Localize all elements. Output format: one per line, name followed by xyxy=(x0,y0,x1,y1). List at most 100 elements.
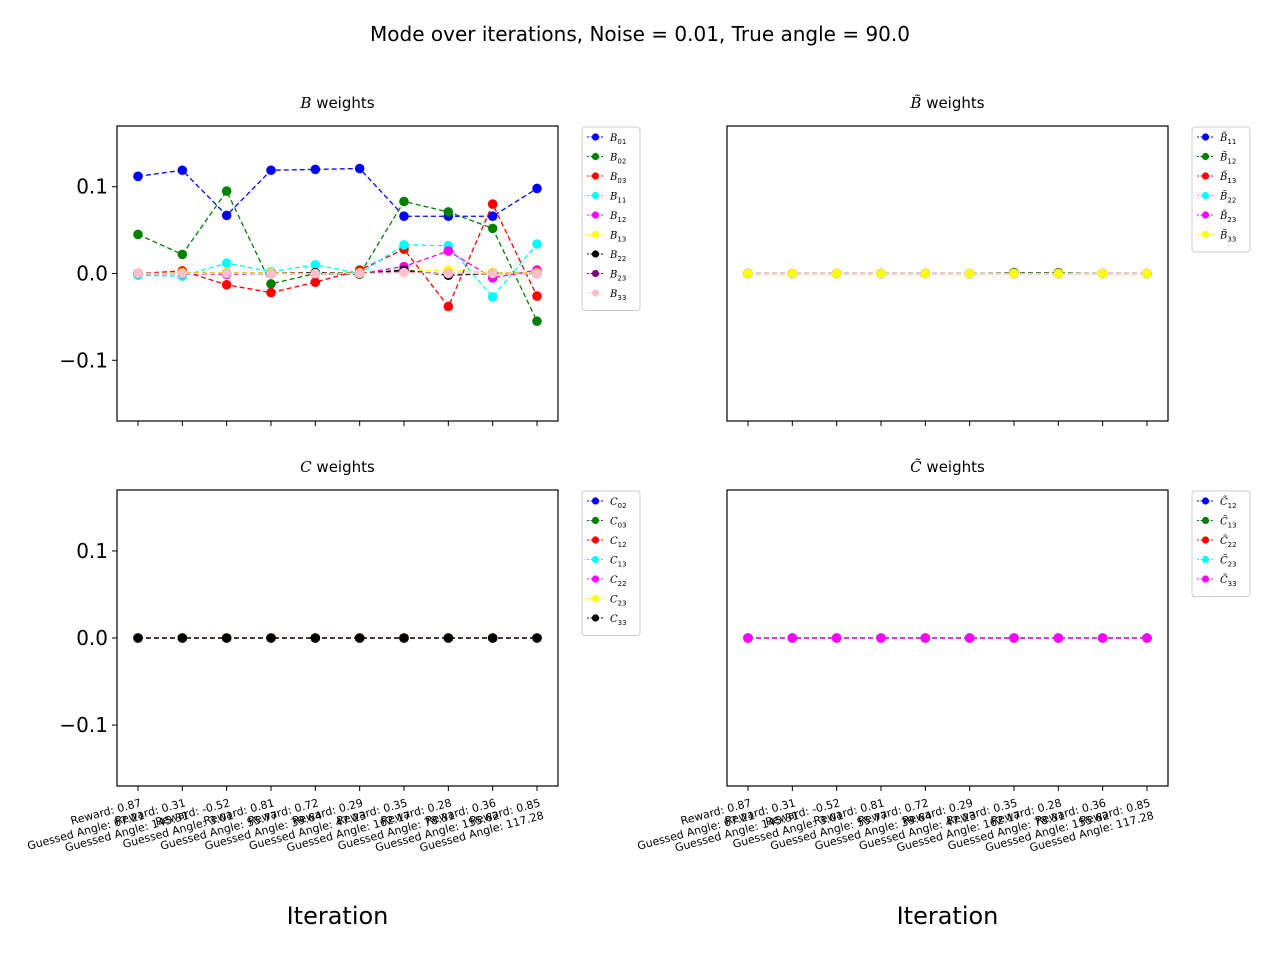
legend-entry: C33 xyxy=(610,614,627,627)
data-point xyxy=(1097,633,1108,643)
data-point xyxy=(831,268,842,279)
data-point xyxy=(487,199,498,209)
data-point xyxy=(266,268,276,279)
subplot-title: B̃ weights xyxy=(909,94,984,112)
data-point xyxy=(221,186,232,196)
data-point xyxy=(1053,633,1064,643)
data-point xyxy=(532,316,542,327)
legend-marker xyxy=(591,497,600,505)
subplot-title: C̃ weights xyxy=(910,458,985,476)
legend-marker xyxy=(1201,575,1210,583)
data-point xyxy=(133,229,143,240)
data-point xyxy=(876,633,886,643)
series-33 xyxy=(133,267,542,279)
legend-marker xyxy=(591,211,600,219)
data-point xyxy=(399,196,409,207)
legend-entry: B12 xyxy=(609,211,626,224)
legend-entry: C02 xyxy=(610,497,627,510)
series-33 xyxy=(133,633,542,643)
data-point xyxy=(443,246,454,256)
data-point xyxy=(177,268,188,279)
subplot-0: B weights −0.1 0.0 0.1 B01 B02 B03 B11 B12 B13 B22… xyxy=(59,94,641,426)
legend-entry: B̃11 xyxy=(1219,132,1236,146)
data-point xyxy=(1053,268,1064,279)
data-point xyxy=(487,223,498,234)
legend-entry: B̃33 xyxy=(1219,230,1236,244)
legend-marker xyxy=(591,516,600,525)
legend-entry: C̃13 xyxy=(1220,516,1237,530)
legend-entry: C22 xyxy=(610,575,627,588)
y-tick-label: 0.1 xyxy=(76,539,108,563)
data-point xyxy=(133,633,143,643)
series-line xyxy=(137,167,538,217)
legend-marker xyxy=(591,152,600,161)
subplots: B weights −0.1 0.0 0.1 B01 B02 B03 B11 B12 B13 B22… xyxy=(26,94,1251,930)
legend-entry: C13 xyxy=(610,556,627,569)
data-point xyxy=(310,268,321,279)
legend-marker xyxy=(591,250,600,258)
legend-entry: B23 xyxy=(609,270,626,283)
series-line xyxy=(137,202,538,308)
legend-entry: B̃23 xyxy=(1219,210,1236,224)
legend: B01 B02 B03 B11 B12 B13 B22 B23 B33 xyxy=(581,126,641,311)
legend-entry: B̃13 xyxy=(1219,171,1236,185)
y-tick-label: 0.0 xyxy=(76,626,108,650)
y-tick-label: 0.1 xyxy=(76,175,108,199)
data-point xyxy=(920,268,931,279)
legend-entry: B̃22 xyxy=(1219,191,1236,205)
legend: B̃11 B̃12 B̃13 B̃22 B̃23 B̃33 xyxy=(1191,126,1251,253)
legend-marker xyxy=(1201,230,1210,239)
data-point xyxy=(743,268,753,279)
data-point xyxy=(920,633,931,643)
legend-marker xyxy=(591,614,600,622)
axes-frame xyxy=(726,125,1169,422)
legend-marker xyxy=(1201,536,1210,544)
legend-marker xyxy=(591,289,600,297)
legend-entry: C12 xyxy=(610,536,627,549)
data-point xyxy=(532,239,542,249)
legend-marker xyxy=(591,230,600,239)
data-point xyxy=(964,268,975,279)
data-point xyxy=(532,291,542,301)
data-point xyxy=(266,633,276,643)
subplot-1: B̃ weights B̃11 B̃12 B̃13 B̃22 B̃23 B̃33 xyxy=(726,94,1251,426)
data-point xyxy=(399,267,409,278)
data-point xyxy=(354,268,365,279)
legend-marker xyxy=(1201,133,1210,141)
data-point xyxy=(133,268,143,279)
legend: C̃12 C̃13 C̃22 C̃23 C̃33 xyxy=(1191,490,1251,597)
data-point xyxy=(354,163,365,174)
data-point xyxy=(443,633,454,643)
data-point xyxy=(310,633,321,643)
x-axis-label: Iteration xyxy=(897,902,999,930)
legend-marker xyxy=(591,172,600,180)
series-33 xyxy=(743,268,1152,279)
legend-marker xyxy=(1201,497,1210,505)
data-point xyxy=(221,210,232,221)
legend-entry: C̃22 xyxy=(1220,535,1237,549)
legend-entry: B11 xyxy=(609,192,626,205)
data-point xyxy=(177,249,188,260)
data-point xyxy=(266,287,276,298)
legend-marker xyxy=(591,191,600,200)
data-point xyxy=(831,633,842,643)
data-point xyxy=(787,268,798,279)
legend: C02 C03 C12 C13 C22 C23 C33 xyxy=(581,490,641,636)
data-point xyxy=(487,211,498,222)
data-point xyxy=(487,292,498,302)
data-point xyxy=(1142,268,1152,279)
data-point xyxy=(532,183,542,194)
legend-entry: C23 xyxy=(610,595,627,608)
data-point xyxy=(221,279,232,290)
data-point xyxy=(177,165,188,176)
subplot-title: B weights xyxy=(299,94,374,112)
legend-entry: C̃12 xyxy=(1220,496,1237,510)
x-axis-label: Iteration xyxy=(287,902,389,930)
series-line xyxy=(138,271,537,275)
legend-marker xyxy=(1201,191,1210,200)
data-point xyxy=(266,165,276,176)
data-point xyxy=(876,268,886,279)
data-point xyxy=(787,633,798,643)
data-point xyxy=(443,301,454,312)
